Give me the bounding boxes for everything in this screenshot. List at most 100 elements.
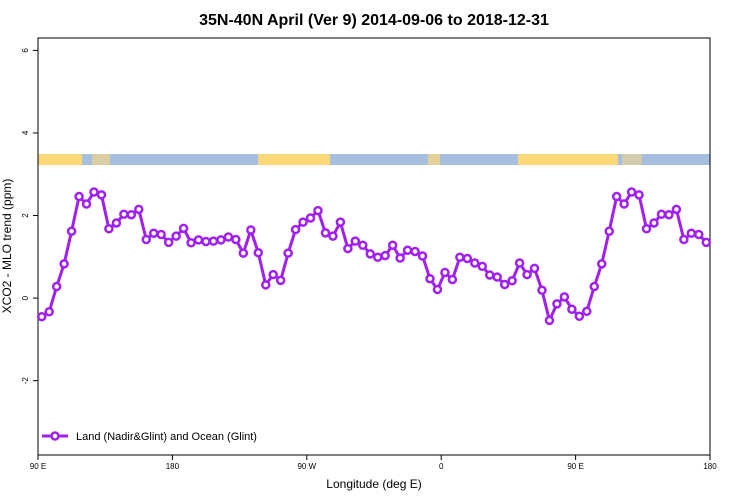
data-point [231,234,241,245]
data-point [96,190,107,200]
data-point [380,250,390,261]
data-point [641,223,652,234]
data-point [679,234,689,245]
y-tick-label: -2 [21,377,30,385]
plot-frame [37,37,711,456]
x-tick-label: 0 [439,462,444,471]
y-tick-label: 4 [21,130,30,135]
data-point [156,229,166,240]
data-point [402,245,413,255]
data-point [246,225,256,235]
data-point [350,236,361,246]
data-point [432,284,443,295]
legend-label: Land (Nadir&Glint) and Ocean (Glint) [76,431,257,443]
data-point [544,315,555,326]
data-point [268,269,278,280]
data-point [567,304,577,315]
y-tick-label: 2 [21,213,30,218]
data-point [574,311,585,322]
data-point [492,272,502,282]
data-point [358,240,368,251]
data-point [470,258,480,268]
data-point [59,259,69,269]
data-point [701,237,712,248]
data-point [537,285,547,296]
data-point [455,252,465,262]
data-point [163,237,174,248]
data-point [36,311,47,322]
data-point [596,259,607,269]
data-point [514,258,525,268]
data-point [193,235,204,245]
data-point [343,243,353,254]
data-point [619,199,629,209]
data-point [440,267,450,278]
data-point [290,224,301,235]
data-point [148,228,159,239]
data-point [559,292,570,302]
x-tick-label: 90 E [567,462,583,471]
data-point [372,252,383,262]
data-point [425,273,435,284]
data-point [208,236,219,246]
data-point [626,187,637,197]
y-axis-label: XCO2 - MLO trend (ppm) [0,179,14,314]
data-point [694,229,704,240]
y-tick-label: 6 [21,48,30,53]
data-point [104,223,114,234]
data-point [186,238,196,248]
data-point [283,248,293,258]
data-point [74,191,84,202]
x-tick-label: 90 W [297,462,316,471]
legend-marker [50,431,60,441]
data-point [81,199,92,209]
data-point [126,209,137,220]
data-point [51,281,62,292]
data-point [305,213,316,223]
data-point [582,306,592,317]
x-tick-label: 90 E [30,462,46,471]
data-point [686,228,697,239]
data-point [134,204,144,215]
data-point [484,270,495,280]
data-point [589,281,600,292]
data-point [477,261,488,272]
data-point [611,191,622,202]
y-tick-label: 0 [21,295,30,300]
data-point [141,234,152,245]
data-point [260,280,271,290]
data-point [499,279,510,290]
data-point [119,209,129,220]
data-point [44,306,54,317]
data-point [395,253,405,263]
data-point [664,209,674,220]
data-point [171,231,181,241]
data-point [410,246,420,257]
data-point [201,236,211,247]
data-point [649,218,659,228]
data-point [298,217,308,227]
x-tick-label: 180 [703,462,717,471]
x-tick-label: 180 [166,462,180,471]
data-point [365,249,376,259]
data-point [66,226,77,236]
data-point [529,263,540,274]
data-point [387,240,398,251]
x-axis-label: Longitude (deg E) [326,477,421,491]
data-point [634,190,644,200]
data-point [223,232,234,242]
data-point [238,248,249,258]
data-point [216,235,226,245]
data-point [253,247,264,258]
data-point [328,231,338,241]
data-point [552,299,562,309]
data-point [447,274,458,285]
data-point [507,276,517,286]
data-point [313,205,323,216]
data-point [656,209,667,220]
data-point [275,275,286,286]
data-point [604,226,614,236]
chart-title: 35N-40N April (Ver 9) 2014-09-06 to 2018… [199,12,549,29]
data-point [89,187,99,197]
